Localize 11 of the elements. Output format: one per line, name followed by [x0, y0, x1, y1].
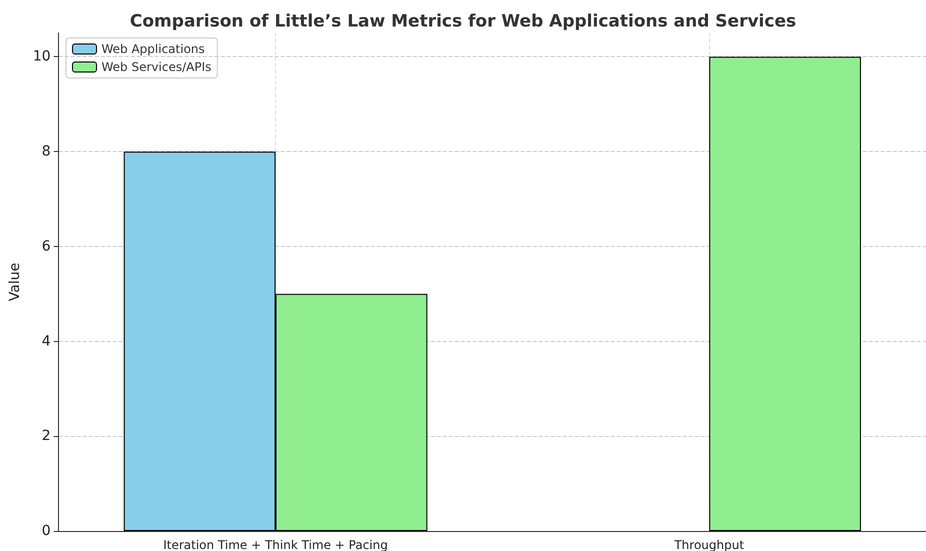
y-tick-label: 0	[42, 523, 51, 539]
y-tick-label: 2	[42, 428, 51, 444]
chart-title: Comparison of Little’s Law Metrics for Web Applications and Services	[130, 12, 796, 32]
bar	[709, 56, 861, 531]
y-tick-label: 8	[42, 144, 51, 160]
legend-label: Web Applications	[102, 42, 205, 56]
y-tick-label: 4	[42, 333, 51, 350]
y-axis-title: Value	[7, 262, 23, 302]
y-tick-label: 10	[32, 48, 51, 65]
legend-label: Web Services/APIs	[102, 60, 212, 74]
y-tick-label: 6	[42, 238, 51, 254]
